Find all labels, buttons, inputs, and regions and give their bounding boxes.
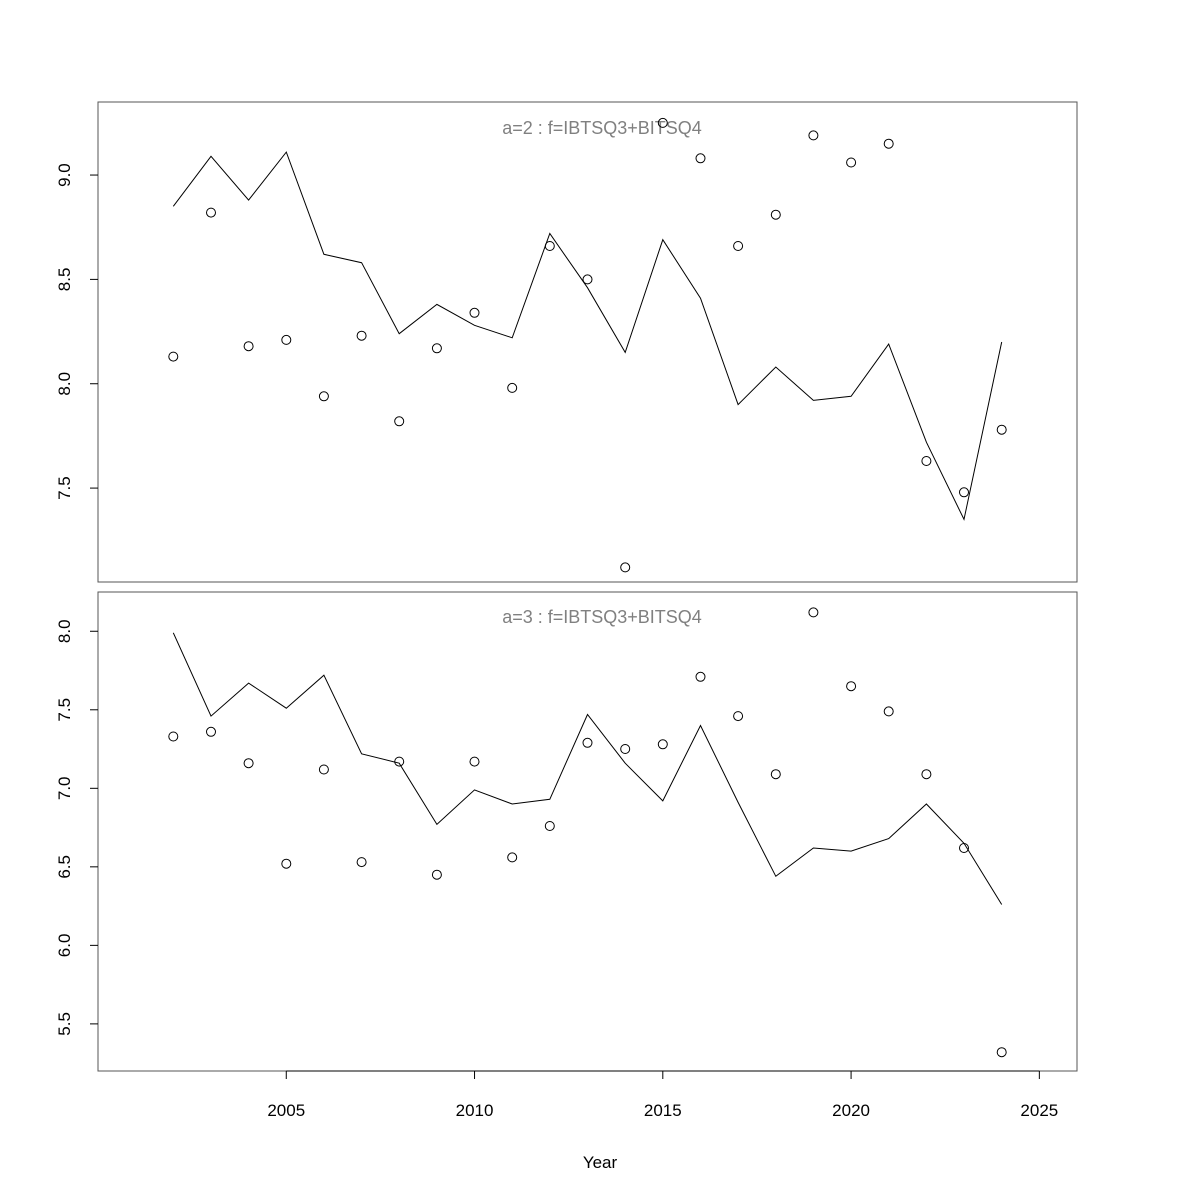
panel-title: a=3 : f=IBTSQ3+BITSQ4 — [502, 607, 702, 627]
y-tick-label: 6.5 — [55, 855, 74, 879]
panel-title: a=2 : f=IBTSQ3+BITSQ4 — [502, 118, 702, 138]
observed-point — [733, 241, 744, 251]
observed-point — [657, 117, 668, 128]
observed-point — [168, 351, 179, 362]
observed-point — [469, 756, 480, 767]
observed-point — [846, 157, 857, 168]
observed-point — [808, 130, 819, 141]
x-axis: 2005 2010 2015 2020 2025 — [267, 1070, 1058, 1120]
observed-point — [733, 711, 744, 722]
x-axis-label: Year — [583, 1153, 618, 1172]
panel-frame — [97, 101, 1078, 583]
observed-point — [243, 341, 254, 352]
y-tick-label: 8.0 — [55, 372, 74, 396]
observed-point — [544, 821, 555, 831]
x-tick-label: 2025 — [1020, 1101, 1058, 1120]
observed-point — [808, 607, 819, 618]
y-tick-label: 8.5 — [55, 268, 74, 292]
x-tick-label: 2020 — [832, 1101, 870, 1120]
observed-point — [394, 756, 405, 767]
observed-point — [620, 562, 631, 573]
observed-point — [206, 726, 216, 737]
observed-point — [846, 681, 857, 692]
y-tick-label: 7.0 — [55, 776, 74, 800]
observed-point — [206, 207, 216, 218]
observed-point — [356, 857, 367, 868]
observed-point — [507, 382, 518, 393]
panel-a2: a=2 : f=IBTSQ3+BITSQ4 7.5 8.0 8.5 9.0 — [55, 101, 1078, 583]
x-tick-label: 2010 — [456, 1101, 494, 1120]
y-tick-label: 6.0 — [55, 934, 74, 958]
panel-a3: a=3 : f=IBTSQ3+BITSQ4 5.5 6.0 6.5 7.0 7.5 8.0 — [55, 591, 1078, 1072]
observed-point — [883, 138, 894, 149]
y-tick-label: 7.5 — [55, 476, 74, 500]
observed-point — [582, 274, 593, 285]
observed-point — [318, 764, 329, 775]
y-tick-label: 7.5 — [55, 698, 74, 722]
observed-point — [695, 153, 706, 164]
x-tick-label: 2005 — [267, 1101, 305, 1120]
observed-point — [921, 456, 932, 466]
y-tick-label: 5.5 — [55, 1012, 74, 1036]
observed-point — [657, 739, 668, 750]
observed-point — [996, 1047, 1007, 1058]
observed-point — [959, 843, 969, 853]
observed-point — [959, 487, 969, 498]
observed-point — [281, 858, 292, 869]
y-tick-label: 8.0 — [55, 619, 74, 643]
observed-point — [243, 758, 254, 769]
observed-point — [544, 241, 555, 251]
observed-point — [620, 744, 631, 754]
fitted-line — [172, 151, 1003, 521]
panel-frame — [97, 591, 1078, 1072]
observed-point — [318, 391, 329, 402]
observed-point — [770, 209, 781, 220]
observed-point — [582, 737, 593, 748]
observed-point — [996, 424, 1007, 435]
observed-point — [394, 416, 405, 427]
observed-point — [431, 869, 442, 880]
observed-point — [168, 731, 179, 742]
observed-point — [695, 671, 706, 682]
fitted-line — [172, 632, 1003, 905]
observed-point — [356, 330, 367, 341]
observed-point — [883, 706, 894, 717]
x-tick-label: 2015 — [644, 1101, 682, 1120]
observed-point — [281, 334, 292, 345]
observed-point — [921, 769, 932, 780]
observed-point — [507, 852, 518, 863]
observed-point — [431, 343, 442, 354]
y-tick-label: 9.0 — [55, 163, 74, 187]
observed-point — [770, 769, 781, 780]
observed-point — [469, 307, 480, 318]
